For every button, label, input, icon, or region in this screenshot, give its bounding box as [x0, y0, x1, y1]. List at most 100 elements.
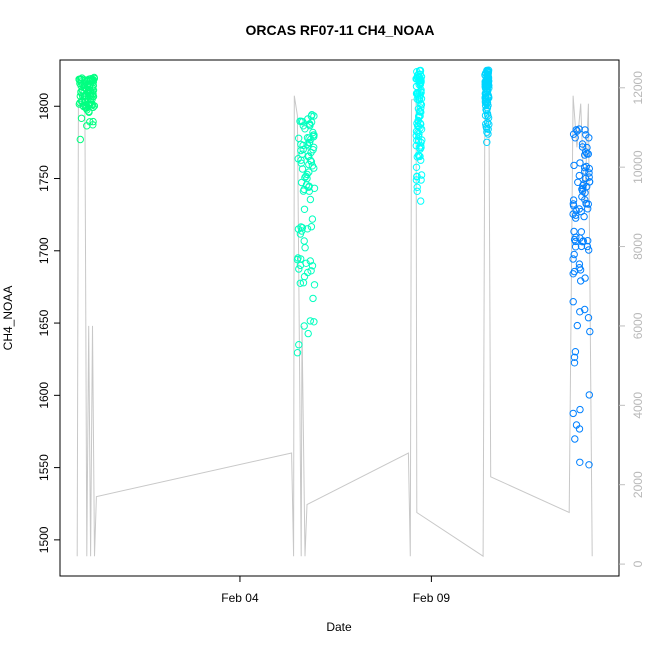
y-left-tick-label-3: 1650	[37, 309, 51, 336]
data-point	[584, 205, 592, 213]
data-point	[577, 228, 585, 236]
y-right-tick-label-4: 8000	[631, 233, 645, 260]
data-point	[583, 242, 592, 251]
data-point	[417, 197, 425, 205]
x-tick-label-1: Feb 09	[413, 591, 451, 605]
data-point	[579, 181, 587, 190]
y-left-tick-label-5: 1750	[37, 165, 51, 192]
data-point	[414, 116, 422, 125]
data-point	[301, 173, 309, 182]
y-right-tick-label-6: 12000	[631, 71, 645, 105]
data-point	[570, 161, 578, 170]
data-point	[416, 152, 424, 161]
series-RF07	[75, 73, 99, 144]
data-point	[296, 261, 305, 270]
data-point	[585, 169, 593, 177]
data-point	[569, 298, 577, 306]
data-point	[575, 125, 583, 133]
data-point	[415, 130, 423, 138]
data-point	[415, 96, 424, 104]
data-point	[76, 135, 85, 144]
series-RF09	[412, 66, 426, 205]
data-point	[585, 164, 593, 173]
data-point	[413, 187, 421, 196]
data-point	[415, 144, 424, 152]
data-point	[581, 151, 589, 159]
data-point	[304, 268, 312, 277]
data-point	[306, 195, 315, 204]
y-right-tick-label-2: 4000	[631, 392, 645, 419]
data-point	[306, 317, 314, 325]
data-point	[482, 77, 491, 85]
data-point	[297, 159, 305, 167]
y-left-tick-label-1: 1550	[37, 454, 51, 481]
data-point	[575, 260, 584, 268]
data-point	[572, 206, 580, 215]
axes-layer: Feb 04 Feb 09 1500 1550 1600 1650 1700 1750 1800…	[37, 71, 645, 605]
data-point	[82, 104, 91, 112]
data-point	[416, 124, 424, 132]
y-left-tick-label-4: 1700	[37, 237, 51, 264]
data-point	[585, 134, 593, 142]
data-point	[484, 74, 492, 82]
altitude-line	[76, 67, 593, 558]
data-point	[305, 187, 313, 195]
data-point	[581, 126, 589, 134]
data-point	[580, 212, 588, 221]
y-right-tick-label-1: 2000	[631, 471, 645, 498]
data-point	[415, 94, 424, 102]
data-point	[310, 164, 318, 172]
data-point	[86, 95, 95, 104]
data-point	[579, 184, 587, 193]
data-point	[413, 183, 421, 192]
data-point	[308, 262, 317, 270]
data-point	[310, 112, 318, 120]
data-point	[570, 353, 579, 361]
data-point	[569, 130, 578, 138]
y-right-tick-label-0: 0	[631, 560, 645, 567]
data-point	[569, 196, 578, 204]
data-point	[293, 255, 302, 264]
data-point	[414, 122, 422, 130]
data-point	[575, 425, 584, 433]
data-point	[304, 329, 312, 338]
data-point	[482, 95, 490, 103]
data-point	[483, 138, 491, 147]
data-point	[300, 322, 308, 330]
data-point	[413, 172, 421, 181]
data-point	[89, 117, 97, 126]
data-point	[576, 159, 584, 167]
data-point	[482, 97, 490, 105]
data-point	[576, 405, 584, 414]
data-point	[418, 136, 426, 144]
data-point	[415, 113, 423, 122]
chart-title: ORCAS RF07-11 CH4_NOAA	[245, 22, 434, 38]
data-point	[569, 409, 577, 418]
data-point	[298, 165, 307, 173]
data-point	[295, 265, 303, 273]
data-point	[416, 78, 425, 87]
data-point	[79, 92, 87, 100]
data-point	[578, 187, 587, 195]
data-point	[307, 148, 315, 157]
data-point	[584, 150, 592, 158]
data-point	[299, 118, 307, 126]
data-point	[412, 163, 421, 172]
data-point	[571, 348, 580, 356]
data-point	[572, 214, 580, 222]
data-point	[85, 108, 93, 117]
altitude-track-layer	[76, 67, 593, 558]
data-point	[310, 281, 319, 289]
data-point	[484, 125, 492, 133]
data-point	[417, 171, 426, 179]
x-tick-label-0: Feb 04	[221, 591, 259, 605]
data-point	[584, 237, 592, 245]
data-point	[296, 279, 304, 287]
data-point	[310, 318, 318, 326]
data-point	[569, 255, 577, 263]
data-point	[584, 314, 593, 322]
series-RF11	[569, 125, 594, 469]
data-point	[483, 110, 492, 118]
data-point	[299, 279, 308, 287]
data-point	[581, 305, 589, 314]
